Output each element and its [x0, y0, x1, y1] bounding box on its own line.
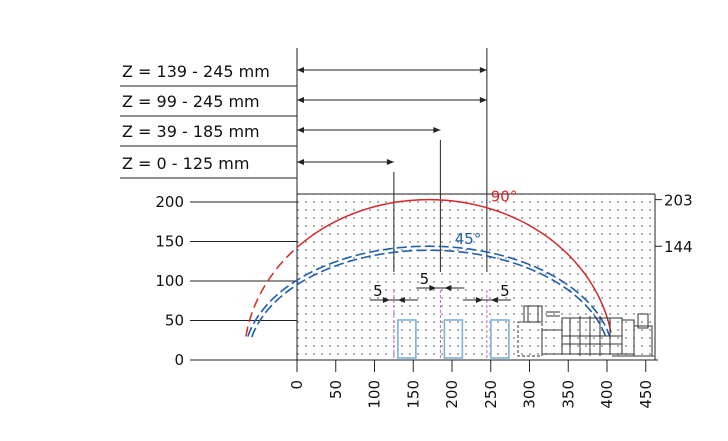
arrow-left [297, 67, 304, 73]
arrow-left [297, 127, 304, 133]
curve-label-90: 90° [491, 188, 518, 206]
machine-drawing [517, 305, 654, 357]
x-tick-label: 350 [559, 380, 577, 409]
z-range-label: Z = 99 - 245 mm [122, 92, 260, 111]
sample-block [490, 319, 510, 359]
grid-area [297, 194, 655, 360]
arrow-left [297, 159, 304, 165]
arrow-right [479, 97, 487, 103]
curve-45-outer [247, 245, 611, 337]
x-tick-label: 200 [443, 380, 461, 409]
right-tick-label: 144 [664, 238, 693, 256]
gap-arrow-left [382, 297, 390, 303]
gap-arrow-left [475, 297, 483, 303]
sample-block [397, 319, 417, 359]
sample-block [443, 319, 464, 359]
x-tick-label: 100 [366, 380, 384, 409]
z-range-group: Z = 139 - 245 mm Z = 99 - 245 mm Z = 39 - … [120, 48, 488, 360]
y-tick-label: 200 [155, 193, 184, 211]
curve-90-dashed [245, 247, 297, 337]
y-tick-label: 50 [165, 312, 184, 330]
gap-arrow-right [444, 285, 452, 291]
x-tick-label: 300 [521, 380, 539, 409]
z-range-label: Z = 0 - 125 mm [122, 154, 249, 173]
gap-label: 5 [500, 282, 510, 300]
gap-arrow-left [429, 285, 437, 291]
x-tick-label: 250 [482, 380, 500, 409]
arrow-left [297, 97, 304, 103]
y-tick-label: 100 [155, 272, 184, 290]
gap-label: 5 [373, 282, 383, 300]
gap-arrow-right [490, 297, 498, 303]
z-range-label: Z = 139 - 245 mm [122, 62, 270, 81]
curve-label-45: 45° [455, 230, 482, 248]
workspace-curves: 90° 45° [245, 188, 612, 338]
x-tick-label: 150 [404, 380, 422, 409]
y-tick-label: 150 [155, 233, 184, 251]
arrow-right [386, 159, 394, 165]
gap-label: 5 [420, 270, 430, 288]
curve-45-inner [251, 249, 607, 338]
x-tick-label: 450 [637, 380, 655, 409]
z-range-label: Z = 39 - 185 mm [122, 122, 260, 141]
arrow-right [433, 127, 441, 133]
gap-markers: 5 5 5 [369, 270, 511, 359]
curve-90-solid [296, 198, 612, 333]
gap-arrow-right [397, 297, 405, 303]
y-tick-label: 0 [174, 351, 184, 369]
x-tick-label: 50 [327, 380, 345, 399]
x-tick-label: 0 [288, 380, 306, 390]
arrow-right [479, 67, 487, 73]
right-tick-label: 203 [664, 192, 693, 210]
axes: 0 50 100 150 200 0 50 100 150 200 250 300 350 400 450 2… [155, 192, 692, 409]
x-tick-label: 400 [598, 380, 616, 409]
